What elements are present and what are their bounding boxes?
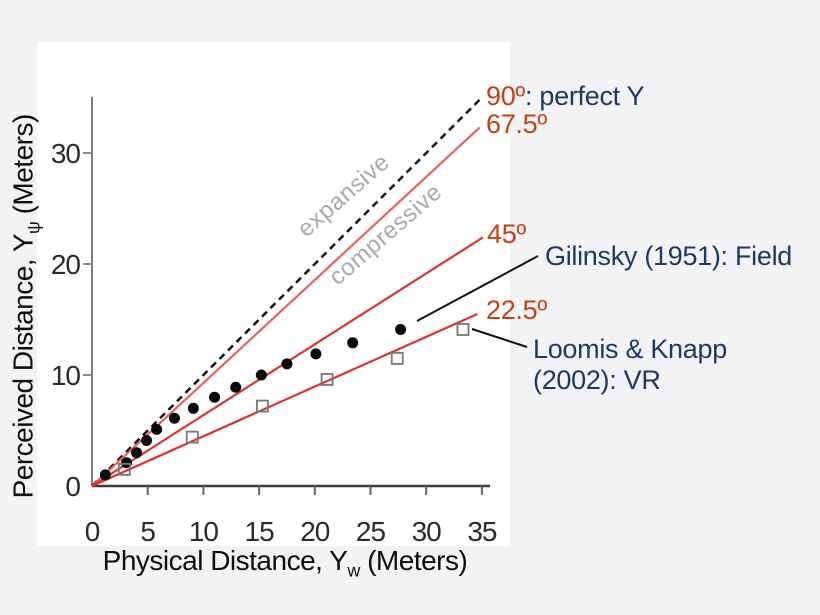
- y-tick-label: 30: [51, 138, 81, 169]
- x-tick-label: 5: [140, 516, 155, 547]
- annotation-90deg-caption: : perfect Y: [525, 81, 645, 111]
- loomis-data-point: [117, 462, 131, 476]
- y-tick-label: 10: [51, 360, 81, 391]
- reference-line-gain-67.5: [91, 126, 481, 487]
- gilinsky-data-point: [187, 402, 199, 414]
- loomis-data-point: [456, 323, 470, 336]
- y-axis-title: Perceived Distance, Yψ (Meters): [8, 91, 45, 521]
- x-axis-title: Physical Distance, Yw (Meters): [85, 545, 485, 582]
- annotation-67p5deg: 67.5º: [486, 109, 547, 139]
- y-tick-label: 20: [51, 249, 81, 280]
- annotation-loomis-vr: Loomis & Knapp (2002): VR: [533, 334, 773, 396]
- x-tick-label: 10: [189, 516, 219, 547]
- y-axis-title-text: Perceived Distance, Y: [7, 233, 39, 499]
- x-axis-title-text: Physical Distance, Y: [102, 545, 348, 576]
- gilinsky-data-point: [99, 469, 111, 481]
- x-axis-title-units: (Meters): [359, 545, 468, 576]
- gilinsky-data-point: [141, 434, 153, 446]
- annotation-gilinsky-field: Gilinsky (1951): Field: [545, 241, 792, 271]
- annotation-45deg: 45º: [487, 219, 526, 249]
- gilinsky-data-point: [395, 323, 407, 335]
- y-axis-title-subscript: ψ: [23, 221, 44, 234]
- gilinsky-callout-line: [416, 255, 539, 322]
- loomis-data-point: [390, 351, 404, 365]
- gilinsky-data-point: [131, 447, 143, 459]
- gilinsky-data-point: [168, 412, 180, 424]
- gilinsky-data-point: [255, 369, 267, 381]
- loomis-data-point: [256, 399, 269, 413]
- gilinsky-data-point: [209, 391, 221, 403]
- gilinsky-data-point: [310, 348, 322, 360]
- plot-panel: [37, 42, 510, 546]
- reference-line-gain-22.5: [91, 312, 478, 488]
- loomis-data-point: [320, 373, 334, 386]
- annotation-90deg: 90º: perfect Y: [486, 81, 645, 112]
- reference-line-gain-90: [91, 98, 481, 487]
- y-tick-label: 0: [65, 471, 80, 502]
- gilinsky-data-point: [230, 381, 242, 393]
- annotation-loomis-line2: (2002): VR: [533, 365, 661, 395]
- annotation-loomis-line1: Loomis & Knapp: [533, 334, 727, 364]
- gilinsky-data-point: [281, 358, 293, 370]
- x-axis-title-subscript: w: [347, 560, 360, 581]
- x-tick-label: 20: [300, 516, 330, 547]
- x-tick-label: 25: [356, 516, 386, 547]
- annotation-22p5deg: 22.5º: [486, 295, 547, 325]
- loomis-data-point: [185, 430, 199, 444]
- loomis-callout-line: [471, 328, 528, 348]
- x-tick-label: 35: [467, 516, 497, 547]
- annotation-90deg-angle: 90º: [486, 81, 525, 111]
- x-tick-label: 15: [245, 516, 275, 547]
- gilinsky-data-point: [347, 337, 359, 349]
- x-tick-label: 30: [412, 516, 442, 547]
- gilinsky-data-point: [151, 423, 163, 435]
- y-axis-title-units: (Meters): [7, 114, 39, 222]
- x-tick-label: 0: [85, 516, 100, 547]
